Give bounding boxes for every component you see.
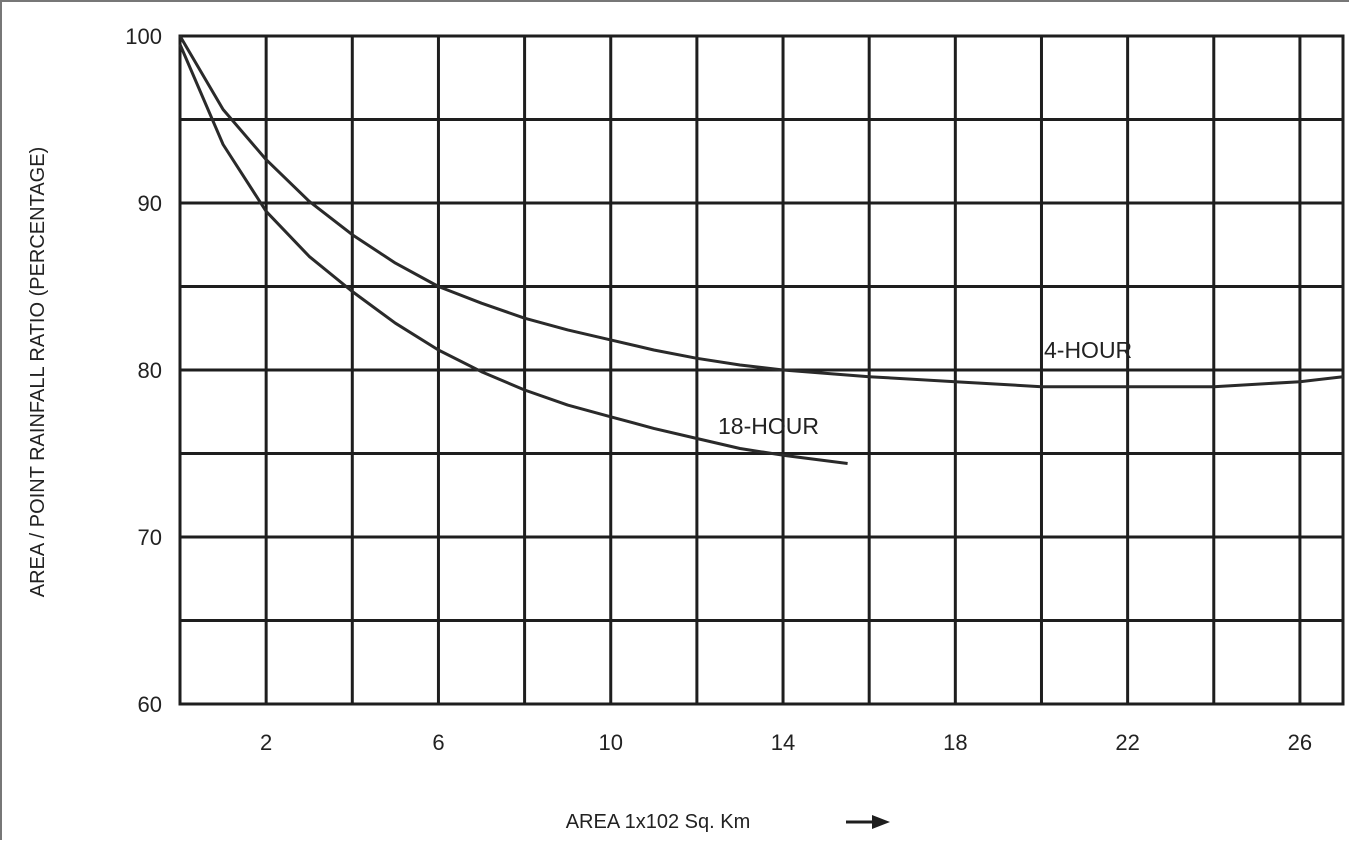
x-tick-label: 6 bbox=[432, 730, 444, 755]
series-label-18-hour: 18-HOUR bbox=[718, 413, 819, 439]
y-tick-label: 70 bbox=[138, 525, 162, 550]
x-tick-label: 10 bbox=[598, 730, 622, 755]
grid-layer bbox=[178, 34, 1345, 706]
x-tick-label: 2 bbox=[260, 730, 272, 755]
plot-frame bbox=[178, 34, 1345, 706]
y-tick-label: 90 bbox=[138, 191, 162, 216]
x-axis-title: AREA 1x102 Sq. Km bbox=[566, 811, 751, 833]
series-layer bbox=[178, 35, 1344, 465]
x-tick-label: 14 bbox=[771, 730, 795, 755]
x-tick-label: 26 bbox=[1288, 730, 1312, 755]
series-line-18-hour bbox=[178, 43, 848, 465]
series-label-4-hour: 4-HOUR bbox=[1044, 337, 1132, 363]
series-line-4-hour bbox=[178, 35, 1344, 389]
y-axis-title: AREA / POINT RAINFALL RATIO (PERCENTAGE) bbox=[27, 147, 49, 597]
x-tick-label: 18 bbox=[943, 730, 967, 755]
y-tick-label: 80 bbox=[138, 358, 162, 383]
right-arrow-icon bbox=[846, 815, 890, 829]
x-tick-label: 22 bbox=[1115, 730, 1139, 755]
y-tick-label: 60 bbox=[138, 692, 162, 717]
y-tick-label: 100 bbox=[125, 24, 162, 49]
label-layer: 4-HOUR 18-HOUR AREA 1x102 Sq. Km AREA / POI… bbox=[27, 147, 1132, 833]
